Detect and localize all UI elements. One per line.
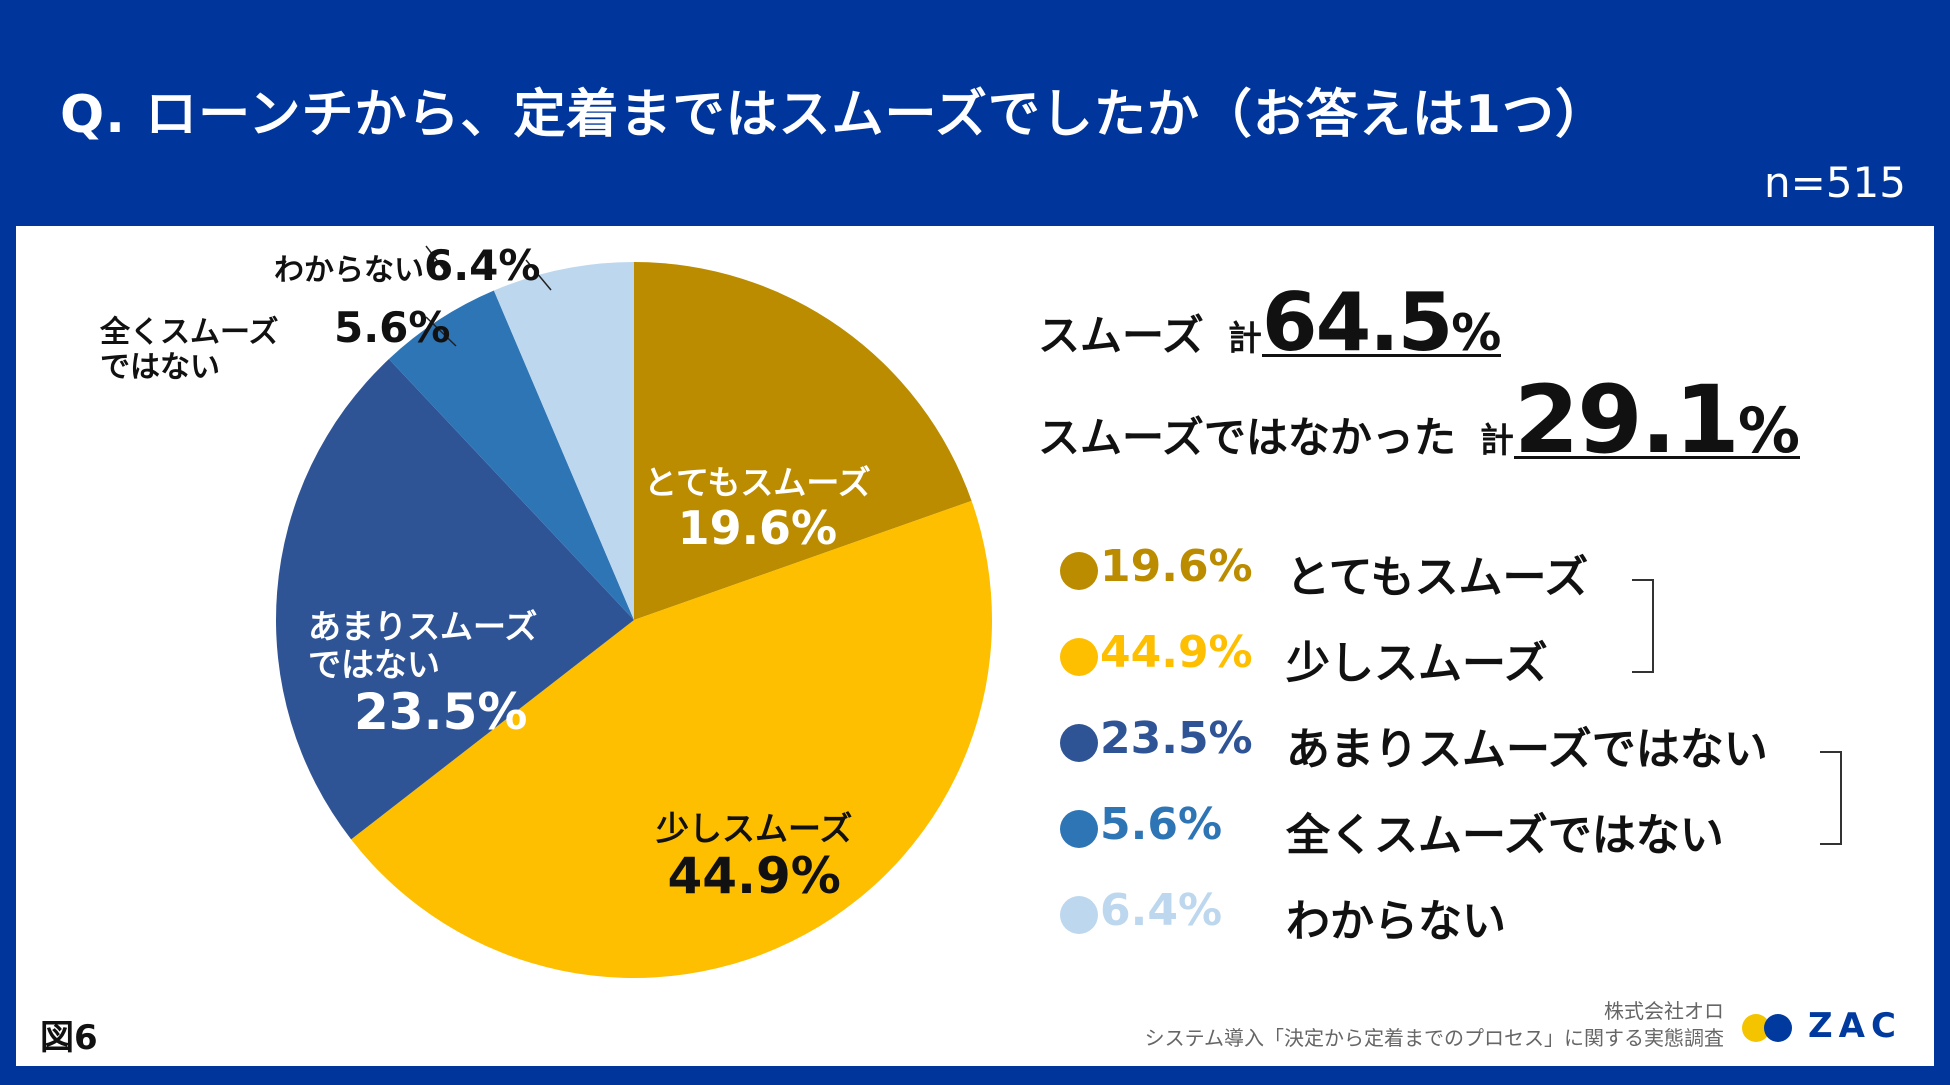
summary-not-smooth-total: 29.1% [1513, 366, 1800, 475]
legend-dot [1060, 552, 1098, 590]
slice-pct: 5.6% [334, 303, 451, 352]
slice-slightly-smooth [351, 500, 992, 979]
slice-name: わからない [274, 253, 424, 288]
legend-pct: 44.9% [1100, 627, 1253, 678]
summary-unit: % [1737, 394, 1800, 467]
legend-label: とてもスムーズ [1286, 552, 1589, 603]
legend-label: あまりスムーズではない [1286, 724, 1768, 775]
summary-kei: 計 [1227, 319, 1262, 359]
slice-name-line1: あまりスムーズ [308, 607, 538, 646]
slice-not-very-smooth [275, 359, 634, 840]
summary-kei: 計 [1479, 421, 1514, 461]
logo-dot-blue [1764, 1014, 1792, 1042]
slice-pct: 23.5% [354, 682, 528, 741]
legend-label: 少しスムーズ [1286, 638, 1548, 689]
summary-not-smooth-label: スムーズではなかった [1038, 413, 1456, 462]
summary-smooth-label: スムーズ [1038, 311, 1204, 360]
zac-logo: ZAC [1742, 1006, 1912, 1046]
slice-not-at-all-smooth [388, 290, 634, 620]
leader-line-not-at-all-smooth [425, 316, 457, 347]
header-bar: Q. ローンチから、定着まではスムーズでしたか（お答えは1つ） n=515 [0, 0, 1950, 225]
bracket-smooth-group [1632, 579, 1654, 673]
leader-line-unknown [525, 259, 552, 291]
bracket-not-smooth-group [1820, 751, 1842, 845]
legend-pct: 19.6% [1100, 541, 1253, 592]
summary-not-smooth: スムーズではなかった 計29.1% [1038, 366, 1800, 475]
source-credit: 株式会社オロ システム導入「決定から定着までのプロセス」に関する実態調査 [1145, 998, 1724, 1052]
legend-dot [1060, 724, 1098, 762]
survey-name: システム導入「決定から定着までのプロセス」に関する実態調査 [1144, 1026, 1724, 1050]
legend-pct: 5.6% [1100, 799, 1223, 850]
slice-name-line2: ではない [308, 644, 440, 684]
logo-text: ZAC [1808, 1006, 1902, 1046]
slice-name: 少しスムーズ [656, 809, 853, 848]
figure-number: 図6 [40, 1018, 98, 1058]
summary-smooth-value: 64.5 [1261, 276, 1453, 369]
legend-pct: 6.4% [1100, 885, 1223, 936]
slice-name: とてもスムーズ [644, 463, 871, 502]
slice-name-line2: ではない [100, 349, 220, 385]
slice-pct-not-at-all-smooth: 5.6% [334, 303, 451, 352]
page-title: Q. ローンチから、定着まではスムーズでしたか（お答えは1つ） [60, 85, 1609, 145]
slice-label-not-at-all-smooth: 全くスムーズ ではない [100, 315, 279, 385]
slice-pct: 19.6% [677, 500, 838, 555]
company-name: 株式会社オロ [1604, 999, 1724, 1023]
slice-name-line1: 全くスムーズ [100, 315, 279, 350]
summary-smooth: スムーズ 計64.5% [1038, 276, 1502, 369]
pie-chart [275, 245, 992, 979]
chart-panel: とてもスムーズ 19.6% 少しスムーズ 44.9% あまりスムーズ ではない … [16, 226, 1934, 1066]
slice-label-unknown: わからない6.4% [274, 241, 541, 290]
slice-pct: 6.4% [424, 241, 541, 290]
legend-label: わからない [1286, 896, 1506, 947]
legend-dot [1060, 638, 1098, 676]
slice-label-slightly-smooth: 少しスムーズ 44.9% [656, 810, 852, 905]
summary-smooth-total: 64.5% [1261, 276, 1502, 369]
leader-line-wakaranai [425, 245, 446, 272]
slice-label-not-very-smooth: あまりスムーズ ではない 23.5% [308, 608, 537, 741]
slice-unknown [493, 262, 634, 620]
legend-pct: 23.5% [1100, 713, 1253, 764]
slice-pct: 44.9% [667, 846, 841, 905]
summary-unit: % [1451, 304, 1502, 362]
slice-very-smooth [634, 262, 972, 620]
slice-label-very-smooth: とてもスムーズ 19.6% [644, 464, 871, 555]
legend-label: 全くスムーズではない [1286, 810, 1724, 861]
legend-dot [1060, 896, 1098, 934]
sample-size: n=515 [1764, 158, 1906, 207]
legend-dot [1060, 810, 1098, 848]
summary-not-smooth-value: 29.1 [1513, 366, 1740, 475]
